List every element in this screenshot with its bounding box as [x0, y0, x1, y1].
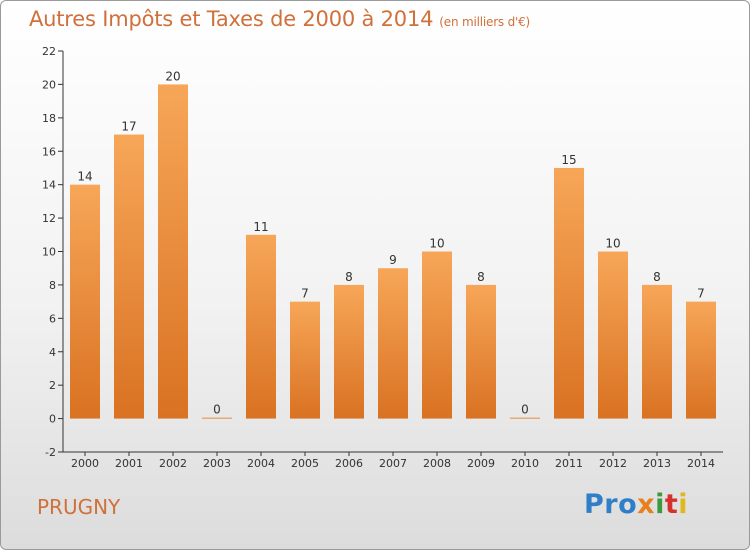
logo-part: Pro	[584, 489, 638, 520]
y-tick-label: 10	[42, 246, 56, 259]
y-tick-label: 4	[49, 346, 56, 359]
x-tick-label: 2003	[203, 457, 231, 470]
logo-part: t	[664, 489, 679, 520]
x-axis: 2000 2001 2002 2003 2004 2005 2006 2007 2008 2009…	[63, 451, 723, 470]
x-tick-label: 2001	[115, 457, 143, 470]
bar-value-label: 10	[605, 237, 620, 251]
chart-subtitle: (en milliers d'€)	[439, 15, 531, 29]
bar-value-label: 0	[521, 403, 529, 417]
logo-part: i	[678, 489, 689, 520]
logo-part: x	[637, 489, 656, 520]
bar	[378, 268, 408, 419]
bar	[290, 301, 320, 419]
bar	[334, 284, 364, 419]
bar	[202, 417, 232, 419]
bar	[246, 234, 276, 419]
y-tick-label: 8	[49, 279, 56, 292]
bar-value-label: 8	[653, 270, 661, 284]
bar-value-label: 0	[213, 403, 221, 417]
x-tick-label: 2012	[599, 457, 627, 470]
y-tick-label: -2	[45, 446, 56, 459]
x-tick-label: 2006	[335, 457, 363, 470]
x-tick-label: 2002	[159, 457, 187, 470]
bar-value-label: 9	[389, 253, 397, 267]
x-tick-label: 2014	[687, 457, 715, 470]
x-tick-label: 2011	[555, 457, 583, 470]
bar	[70, 184, 100, 419]
x-tick-label: 2004	[247, 457, 275, 470]
x-tick-label: 2010	[511, 457, 539, 470]
bars: 14 17 20 0 11 7 8 9 10 8 0 15 10 8 7	[70, 69, 716, 419]
bar	[510, 417, 540, 419]
chart-title: Autres Impôts et Taxes de 2000 à 2014 (en…	[29, 7, 530, 31]
proxiti-logo: Proxiti	[584, 489, 688, 520]
x-tick-label: 2013	[643, 457, 671, 470]
y-tick-label: 14	[42, 179, 56, 192]
y-tick-label: 22	[42, 45, 56, 58]
bar-value-label: 10	[429, 237, 444, 251]
bar	[422, 251, 452, 419]
x-tick-label: 2009	[467, 457, 495, 470]
bar	[598, 251, 628, 419]
x-tick-label: 2008	[423, 457, 451, 470]
chart-title-text: Autres Impôts et Taxes de 2000 à 2014	[29, 7, 434, 31]
x-tick-label: 2007	[379, 457, 407, 470]
bar-value-label: 8	[477, 270, 485, 284]
y-tick-label: 12	[42, 212, 56, 225]
y-tick-label: 16	[42, 145, 56, 158]
bar-value-label: 7	[697, 287, 705, 301]
y-tick-label: 6	[49, 312, 56, 325]
bar-value-label: 20	[165, 69, 180, 83]
x-tick-label: 2000	[71, 457, 99, 470]
bar	[554, 167, 584, 419]
y-tick-label: 0	[49, 413, 56, 426]
x-tick-label: 2005	[291, 457, 319, 470]
bar	[466, 284, 496, 419]
y-tick-label: 18	[42, 112, 56, 125]
bar	[642, 284, 672, 419]
bar-value-label: 8	[345, 270, 353, 284]
bar	[158, 84, 188, 419]
y-tick-label: 2	[49, 379, 56, 392]
bar-value-label: 7	[301, 287, 309, 301]
y-tick-label: 20	[42, 78, 56, 91]
bar-value-label: 17	[121, 120, 136, 134]
bar	[686, 301, 716, 419]
bar	[114, 134, 144, 419]
bar-value-label: 15	[561, 153, 576, 167]
y-axis: -2 0 2 4 6 8 10 12 14 16 18 20 22	[42, 45, 64, 459]
bar-value-label: 14	[77, 170, 92, 184]
logo-part: i	[655, 489, 665, 520]
bar-value-label: 11	[253, 220, 268, 234]
commune-name: PRUGNY	[37, 495, 121, 519]
